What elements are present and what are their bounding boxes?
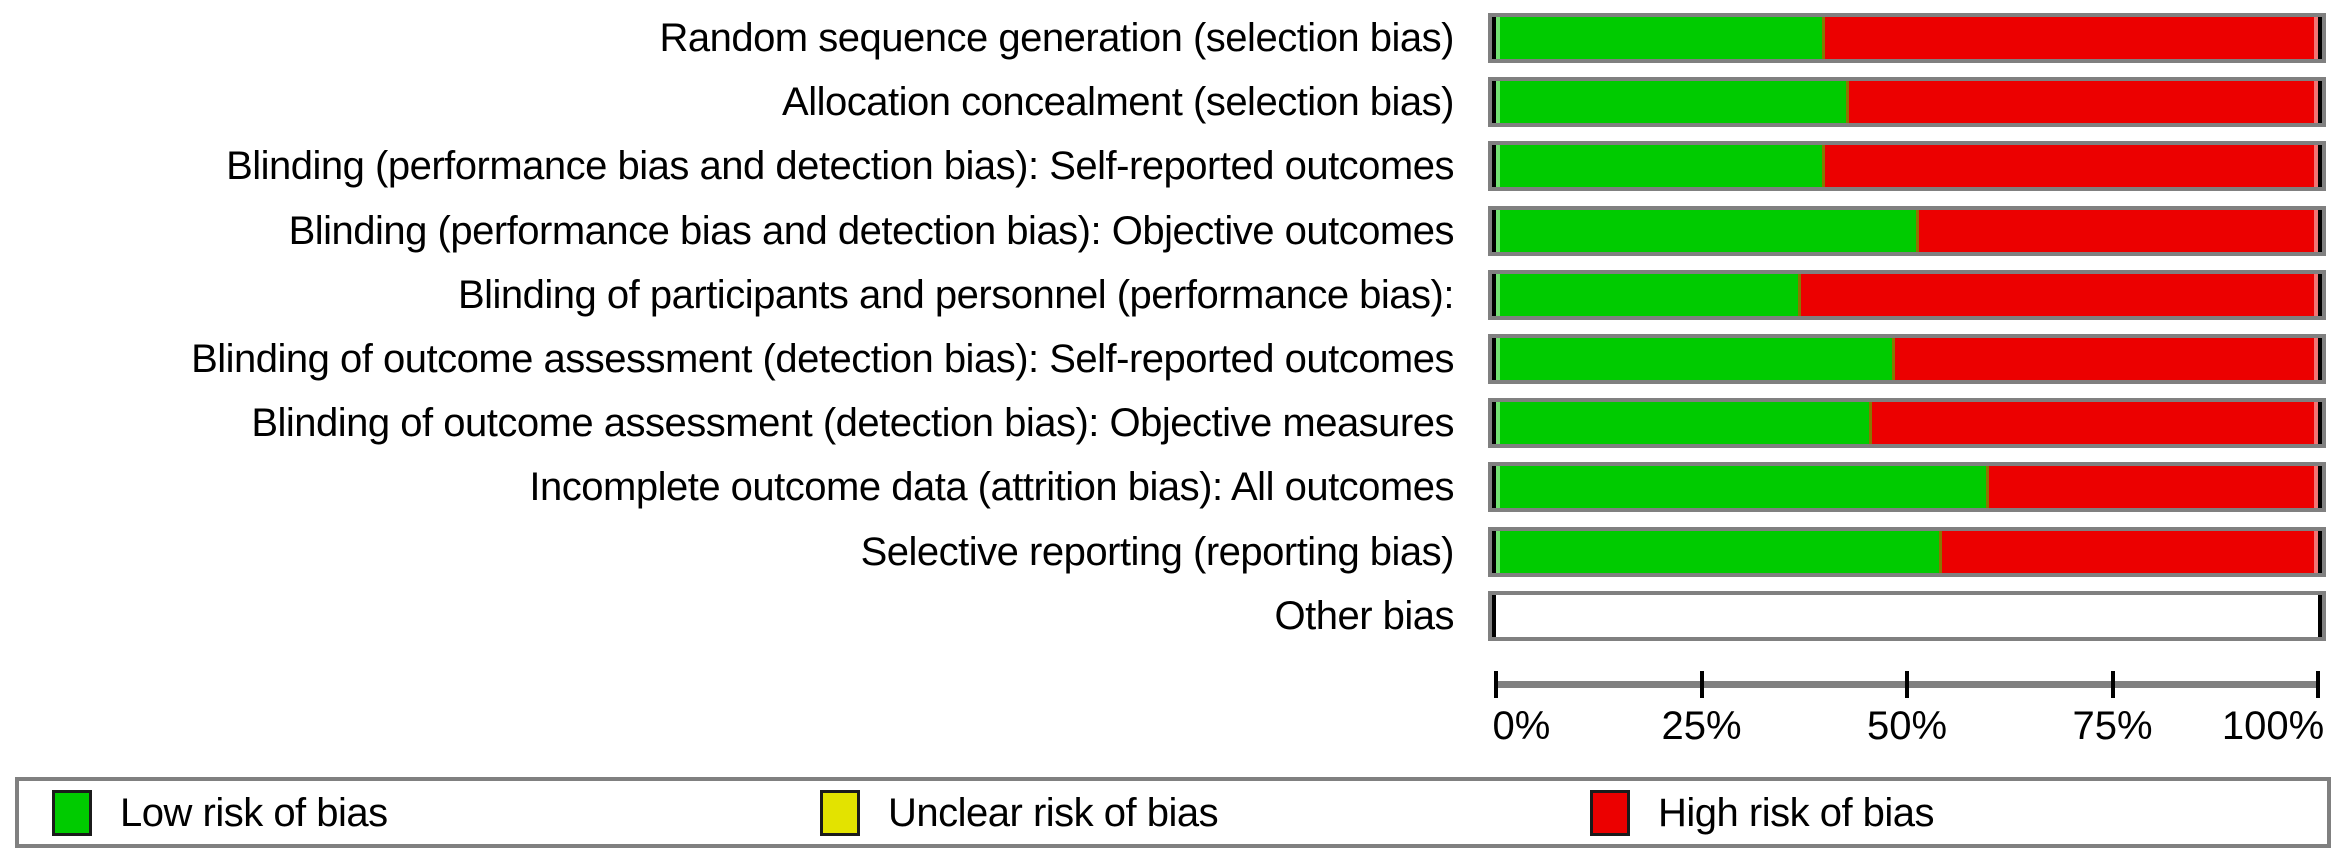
stacked-bar [1488, 590, 2326, 641]
axis-tick-label: 100% [2221, 704, 2325, 748]
stacked-bar [1488, 334, 2326, 385]
legend: Low risk of bias Unclear risk of bias High… [15, 777, 2331, 848]
chart-row: Selective reporting (reporting bias) [0, 520, 2339, 584]
high-risk-of-bias-segment [1895, 338, 2318, 381]
high-risk-of-bias-segment [1848, 81, 2318, 124]
chart-row: Blinding of participants and personnel (… [0, 263, 2339, 327]
category-label: Blinding of outcome assessment (detectio… [251, 401, 1454, 446]
legend-item-unclear-risk-of-bias: Unclear risk of bias [820, 781, 1219, 844]
chart-row: Incomplete outcome data (attrition bias)… [0, 455, 2339, 519]
category-label: Blinding of participants and personnel (… [457, 272, 1455, 317]
category-label: Random sequence generation (selection bi… [659, 16, 1454, 61]
low-risk-of-bias-swatch [52, 789, 92, 836]
axis-tick [2110, 671, 2115, 698]
bar-track [1492, 17, 2322, 60]
stacked-bar [1488, 77, 2326, 128]
high-risk-of-bias-segment [1824, 145, 2318, 188]
category-label: Blinding (performance bias and detection… [226, 144, 1454, 189]
x-axis: 0% 25% 50% 75% 100% [1492, 671, 2324, 761]
low-risk-of-bias-segment [1496, 338, 1896, 381]
high-risk-of-bias-segment [1918, 209, 2318, 252]
legend-label: High risk of bias [1658, 790, 1935, 835]
stacked-bar [1488, 398, 2326, 449]
bar-track [1492, 81, 2322, 124]
chart-row: Allocation concealment (selection bias) [0, 70, 2339, 134]
high-risk-of-bias-segment [1800, 273, 2318, 316]
category-label: Selective reporting (reporting bias) [860, 529, 1455, 574]
low-risk-of-bias-segment [1496, 466, 1990, 509]
low-risk-of-bias-segment [1496, 145, 1825, 188]
stacked-bar [1488, 13, 2326, 64]
bar-track [1492, 145, 2322, 188]
axis-tick [1699, 671, 1704, 698]
legend-label: Low risk of bias [120, 790, 388, 835]
category-label: Allocation concealment (selection bias) [782, 80, 1454, 125]
unclear-risk-of-bias-swatch [820, 789, 860, 836]
chart-row: Blinding of outcome assessment (detectio… [0, 391, 2339, 455]
low-risk-of-bias-segment [1496, 209, 1919, 252]
low-risk-of-bias-segment [1496, 81, 1849, 124]
bar-track [1492, 209, 2322, 252]
category-label: Other bias [1274, 593, 1454, 638]
bar-track [1492, 530, 2322, 573]
category-label: Incomplete outcome data (attrition bias)… [529, 465, 1454, 510]
high-risk-of-bias-segment [1871, 402, 2318, 445]
stacked-bar [1488, 205, 2326, 256]
low-risk-of-bias-segment [1496, 402, 1872, 445]
bar-track [1492, 338, 2322, 381]
stacked-bar [1488, 526, 2326, 577]
bar-track [1492, 402, 2322, 445]
stacked-bar [1488, 141, 2326, 192]
category-label: Blinding of outcome assessment (detectio… [191, 337, 1454, 382]
high-risk-of-bias-segment [1942, 530, 2318, 573]
legend-item-low-risk-of-bias: Low risk of bias [52, 781, 388, 844]
chart-row: Blinding of outcome assessment (detectio… [0, 327, 2339, 391]
high-risk-of-bias-swatch [1590, 789, 1630, 836]
high-risk-of-bias-segment [1824, 17, 2318, 60]
stacked-bar [1488, 269, 2326, 320]
low-risk-of-bias-segment [1496, 530, 1943, 573]
chart-row: Blinding (performance bias and detection… [0, 199, 2339, 263]
legend-item-high-risk-of-bias: High risk of bias [1590, 781, 1935, 844]
axis-tick [1494, 671, 1498, 698]
axis-tick [2316, 671, 2320, 698]
bar-track [1492, 594, 2322, 637]
low-risk-of-bias-segment [1496, 17, 1825, 60]
chart-row: Other bias [0, 584, 2339, 648]
bias-rows: Random sequence generation (selection bi… [0, 6, 2339, 648]
axis-tick [1905, 671, 1909, 698]
bar-track [1492, 466, 2322, 509]
stacked-bar [1488, 462, 2326, 513]
low-risk-of-bias-segment [1496, 273, 1801, 316]
legend-label: Unclear risk of bias [888, 790, 1219, 835]
chart-row: Random sequence generation (selection bi… [0, 6, 2339, 70]
axis-tick-label: 50% [1866, 704, 1948, 748]
axis-tick-label: 25% [1661, 704, 1742, 748]
category-label: Blinding (performance bias and detection… [288, 208, 1455, 253]
bar-track [1492, 273, 2322, 316]
axis-tick-label: 0% [1492, 704, 1551, 748]
chart-row: Blinding (performance bias and detection… [0, 134, 2339, 198]
axis-tick-label: 75% [2072, 704, 2153, 748]
high-risk-of-bias-segment [1989, 466, 2318, 509]
